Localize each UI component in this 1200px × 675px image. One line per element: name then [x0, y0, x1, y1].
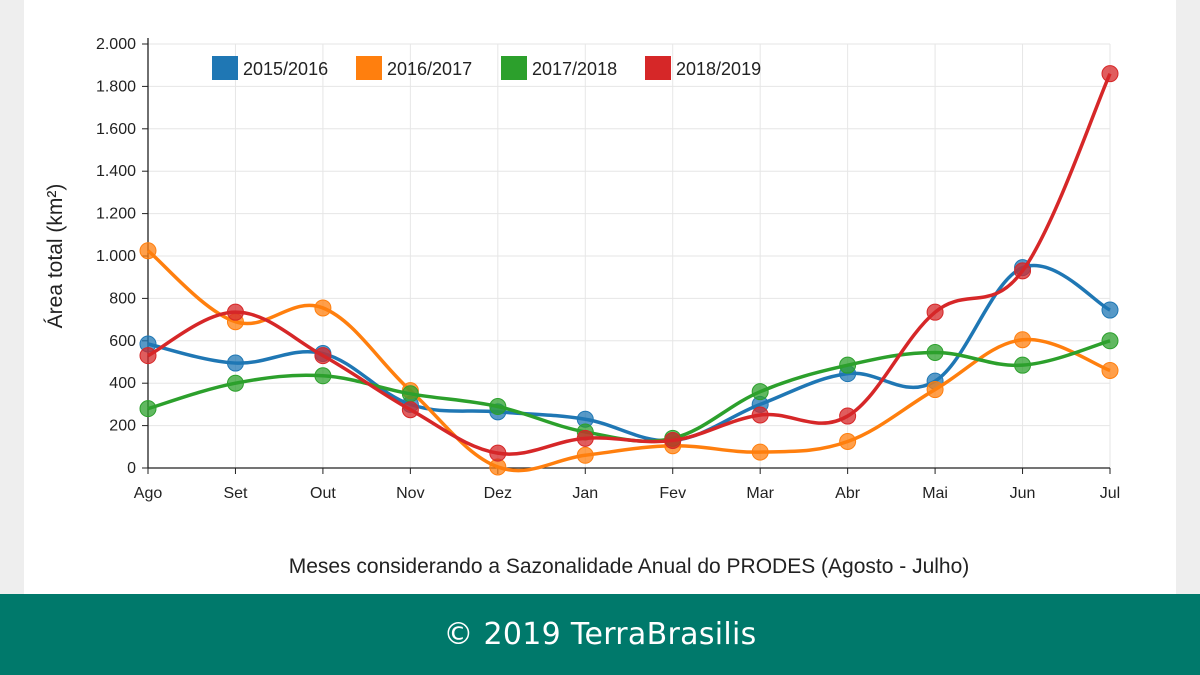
legend-swatch — [645, 56, 671, 80]
legend-label: 2018/2019 — [676, 59, 761, 79]
x-tick-label: Mai — [922, 485, 948, 502]
y-tick-label: 0 — [127, 460, 136, 477]
data-point — [314, 347, 332, 365]
x-tick-label: Dez — [484, 485, 512, 502]
data-point — [926, 303, 944, 321]
data-point — [1101, 301, 1119, 319]
x-tick-label: Abr — [835, 485, 861, 502]
data-point — [576, 446, 594, 464]
x-tick-label: Mar — [746, 485, 774, 502]
x-tick-label: Jul — [1100, 485, 1120, 502]
data-point — [751, 383, 769, 401]
x-axis-title: Meses considerando a Sazonalidade Anual … — [289, 555, 970, 578]
copyright-text: © 2019 TerraBrasilis — [443, 617, 757, 652]
data-point — [314, 299, 332, 317]
y-tick-label: 1.400 — [96, 163, 136, 180]
legend: 2015/2016 2016/2017 2017/2018 2018/2019 — [212, 56, 761, 80]
y-tick-label: 400 — [109, 375, 136, 392]
y-tick-label: 1.800 — [96, 78, 136, 95]
legend-swatch — [501, 56, 527, 80]
y-tick-label: 1.000 — [96, 248, 136, 265]
data-point — [1014, 331, 1032, 349]
legend-label: 2015/2016 — [243, 59, 328, 79]
series-line-2016/2017 — [146, 249, 1111, 473]
x-tick-label: Jun — [1010, 485, 1036, 502]
data-point — [139, 347, 157, 365]
x-tick-label: Fev — [659, 485, 686, 502]
series-line-2017/2018 — [147, 339, 1111, 443]
y-axis-title: Área total (km²) — [44, 184, 67, 329]
footer-bar: © 2019 TerraBrasilis — [0, 594, 1200, 675]
series-line-2015/2016 — [147, 263, 1111, 443]
y-tick-label: 2.000 — [96, 36, 136, 53]
y-tick-label: 600 — [109, 333, 136, 350]
data-point — [839, 407, 857, 425]
data-point — [839, 356, 857, 374]
legend-swatch — [356, 56, 382, 80]
legend-label: 2016/2017 — [387, 59, 472, 79]
data-point — [401, 401, 419, 419]
data-point — [751, 443, 769, 461]
x-tick-label: Nov — [396, 485, 424, 502]
x-tick-label: Set — [223, 485, 248, 502]
x-tick-label: Ago — [134, 485, 163, 502]
x-tick-label: Jan — [572, 485, 598, 502]
data-point — [226, 354, 244, 372]
legend-label: 2017/2018 — [532, 59, 617, 79]
data-point — [489, 398, 507, 416]
data-point — [401, 385, 419, 403]
data-point — [139, 400, 157, 418]
legend-swatch — [212, 56, 238, 80]
y-tick-label: 1.200 — [96, 206, 136, 223]
y-tick-label: 1.600 — [96, 121, 136, 138]
data-point — [1014, 356, 1032, 374]
data-point — [751, 406, 769, 424]
series-layer — [139, 65, 1119, 476]
data-point — [1014, 262, 1032, 280]
data-point — [926, 343, 944, 361]
data-point — [576, 429, 594, 447]
y-tick-label: 800 — [109, 290, 136, 307]
data-point — [139, 242, 157, 260]
axes: 0 200 400 600 800 1.000 1.200 1.400 1.600 1.800 2.… — [96, 36, 1120, 502]
series-line-2018/2019 — [147, 72, 1112, 456]
data-point — [839, 433, 857, 450]
data-point — [226, 374, 244, 392]
grid — [147, 43, 1111, 469]
data-point — [314, 367, 332, 385]
data-point — [1101, 361, 1119, 379]
data-point — [1101, 332, 1119, 350]
data-point — [1101, 65, 1119, 83]
y-tick-label: 200 — [109, 418, 136, 435]
chart-card: 0 200 400 600 800 1.000 1.200 1.400 1.600 1.800 2.… — [24, 0, 1176, 594]
data-point — [926, 381, 944, 399]
data-point — [664, 431, 682, 449]
x-tick-label: Out — [310, 485, 336, 502]
data-point — [226, 303, 244, 321]
line-chart: 0 200 400 600 800 1.000 1.200 1.400 1.600 1.800 2.… — [44, 36, 1120, 578]
data-point — [489, 444, 507, 462]
